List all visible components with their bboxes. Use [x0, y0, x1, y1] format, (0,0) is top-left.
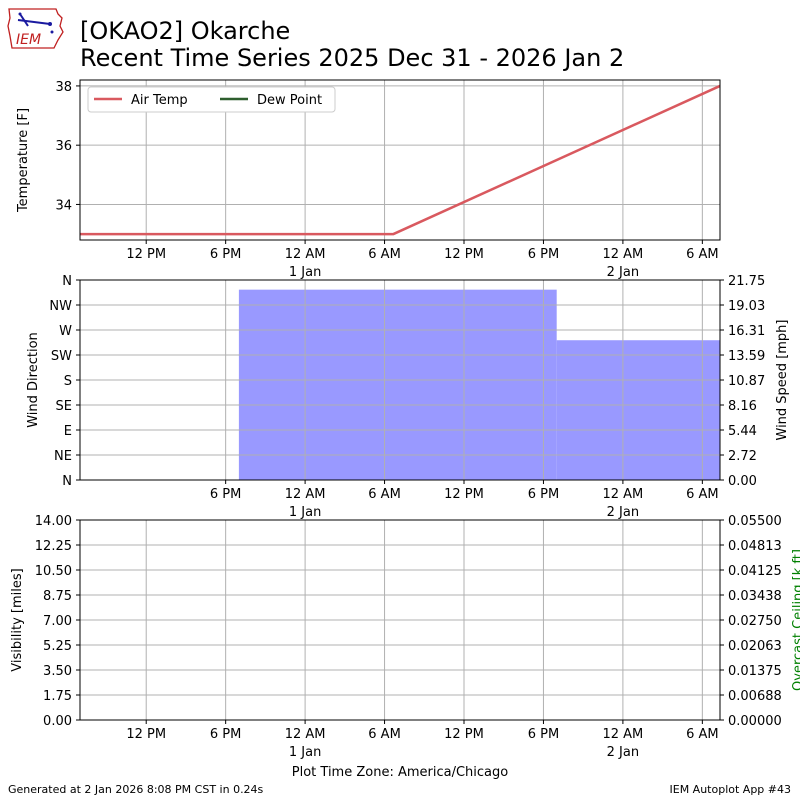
y2-tick-label: 0.00 [728, 474, 757, 489]
y-tick-label: 8.75 [43, 589, 72, 604]
legend-dew-point-label: Dew Point [257, 93, 322, 108]
y2-tick-label: 0.00000 [728, 714, 782, 729]
y-tick-label: S [64, 374, 72, 389]
x-tick-label: 12 PM [444, 727, 484, 742]
y2-tick-label: 0.01375 [728, 664, 782, 679]
y2-tick-label: 0.04813 [728, 539, 782, 554]
y2-tick-label: 0.03438 [728, 589, 782, 604]
x-tick-label: 6 PM [528, 727, 559, 742]
y-tick-label: N [62, 274, 72, 289]
y2-tick-label: 19.03 [728, 299, 765, 314]
x-tick-label: 12 AM [602, 727, 643, 742]
y2-tick-label: 0.05500 [728, 514, 782, 529]
wind-speed-bar [238, 289, 557, 480]
x-tick-label: 6 AM [368, 727, 401, 742]
y2-tick-label: 0.00688 [728, 689, 782, 704]
x-tick-label: 12 AM [602, 247, 643, 262]
x-tick-date-label: 2 Jan [607, 745, 639, 760]
x-tick-label: 12 PM [126, 727, 166, 742]
x-tick-date-label: 2 Jan [607, 265, 639, 280]
x-tick-label: 6 AM [686, 247, 719, 262]
y2-axis-label: Overcast Ceiling [k ft] [791, 549, 800, 691]
y2-tick-label: 2.72 [728, 449, 757, 464]
x-tick-label: 6 AM [368, 487, 401, 502]
y-tick-label: 34 [55, 198, 72, 213]
panel-frame [79, 79, 721, 241]
y2-tick-label: 0.02750 [728, 614, 782, 629]
x-tick-label: 6 PM [528, 247, 559, 262]
y-axis-label: Visibility [miles] [10, 568, 25, 671]
y2-tick-label: 0.04125 [728, 564, 782, 579]
y-tick-label: 5.25 [43, 639, 72, 654]
chart-title: [OKAO2] Okarche [80, 17, 291, 45]
y2-tick-label: 16.31 [728, 324, 765, 339]
y2-tick-label: 21.75 [728, 274, 765, 289]
y-tick-label: 3.50 [43, 664, 72, 679]
x-tick-label: 12 AM [602, 487, 643, 502]
y-tick-label: 14.00 [35, 514, 72, 529]
footer-generated: Generated at 2 Jan 2026 8:08 PM CST in 0… [8, 783, 264, 796]
chart-subtitle: Recent Time Series 2025 Dec 31 - 2026 Ja… [80, 44, 625, 72]
x-tick-label: 12 PM [444, 247, 484, 262]
air-temp-line [80, 84, 721, 236]
wind-speed-bar [556, 340, 720, 480]
y2-tick-label: 8.16 [728, 399, 757, 414]
y-tick-label: W [59, 324, 72, 339]
x-tick-label: 12 AM [285, 727, 326, 742]
x-tick-label: 6 PM [210, 487, 241, 502]
x-tick-label: 6 AM [368, 247, 401, 262]
y-tick-label: NE [54, 449, 72, 464]
x-tick-label: 12 AM [285, 247, 326, 262]
y-tick-label: 7.00 [43, 614, 72, 629]
y-tick-label: 1.75 [43, 689, 72, 704]
x-tick-date-label: 2 Jan [607, 505, 639, 520]
x-tick-label: 6 AM [686, 487, 719, 502]
y-axis-label: Wind Direction [26, 332, 41, 428]
x-tick-label: 6 AM [686, 727, 719, 742]
y-tick-label: 12.25 [35, 539, 72, 554]
y2-tick-label: 0.02063 [728, 639, 782, 654]
y-tick-label: 10.50 [35, 564, 72, 579]
x-tick-label: 12 PM [126, 247, 166, 262]
logo-text: IEM [16, 32, 41, 48]
y2-axis-label: Wind Speed [mph] [775, 320, 790, 441]
y-tick-label: N [62, 474, 72, 489]
x-tick-label: 12 PM [444, 487, 484, 502]
x-tick-label: 6 PM [528, 487, 559, 502]
x-tick-date-label: 1 Jan [289, 505, 321, 520]
x-tick-date-label: 1 Jan [289, 745, 321, 760]
footer-app: IEM Autoplot App #43 [669, 783, 792, 796]
y-tick-label: SW [51, 349, 72, 364]
iem-logo: IEM [6, 6, 66, 54]
y-tick-label: 36 [55, 139, 72, 154]
panel-frame [79, 279, 721, 481]
x-axis-label: Plot Time Zone: America/Chicago [292, 765, 508, 780]
x-tick-label: 12 AM [285, 487, 326, 502]
x-tick-label: 6 PM [210, 247, 241, 262]
y-tick-label: 0.00 [43, 714, 72, 729]
legend-box [87, 86, 336, 113]
y2-tick-label: 10.87 [728, 374, 765, 389]
panel-frame [79, 519, 721, 721]
legend-air-temp-label: Air Temp [131, 93, 188, 108]
y2-tick-label: 13.59 [728, 349, 765, 364]
y-tick-label: 38 [55, 80, 72, 95]
y-tick-label: SE [56, 399, 72, 414]
y-tick-label: E [64, 424, 72, 439]
y-tick-label: NW [49, 299, 72, 314]
x-tick-date-label: 1 Jan [289, 265, 321, 280]
x-tick-label: 6 PM [210, 727, 241, 742]
y-axis-label: Temperature [F] [16, 108, 31, 213]
y2-tick-label: 5.44 [728, 424, 757, 439]
